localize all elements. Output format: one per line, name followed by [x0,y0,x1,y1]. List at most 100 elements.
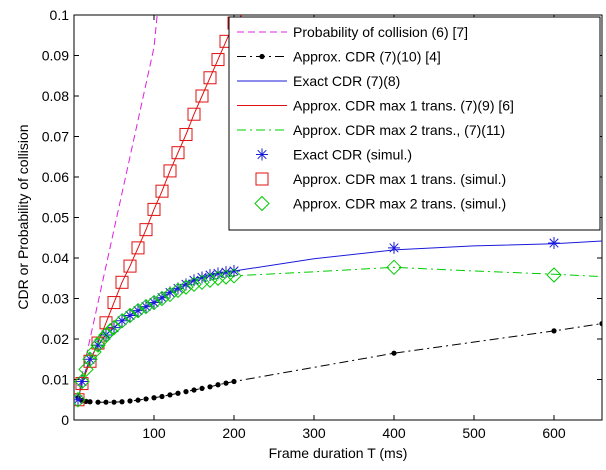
data-point [186,276,202,293]
y-tick-label: 0 [61,412,69,428]
data-point [74,373,90,390]
data-point [103,399,109,405]
data-point [223,380,229,386]
data-point [147,202,161,216]
data-point [159,393,165,400]
data-point [172,282,184,295]
data-point [187,107,201,121]
data-point [138,298,154,315]
legend-label: Approx. CDR max 2 trans. (simul.) [293,196,506,212]
legend-label: Approx. CDR max 1 trans. (7)(9) [6] [293,98,514,114]
data-point [191,387,197,393]
x-tick-label: 100 [142,425,166,441]
data-point [175,390,181,396]
legend-label: Exact CDR (7)(8) [293,73,400,89]
data-point [170,282,186,299]
legend-label: Approx. CDR (7)(10) [4] [293,49,441,65]
data-point [146,294,162,311]
data-point [180,278,192,291]
data-point [148,296,160,309]
data-point [210,270,226,286]
data-point [95,399,101,405]
legend-label: Exact CDR (simul.) [293,147,412,163]
series-7 [74,259,562,408]
data-point [218,269,234,285]
y-tick-label: 0.03 [42,291,69,307]
data-point [122,307,138,324]
data-point [92,339,104,352]
data-point [84,353,96,366]
series-line [77,15,158,400]
data-point [211,53,225,67]
legend-marker [256,148,268,161]
data-point [164,286,176,299]
data-point [100,328,112,341]
data-point [551,328,557,334]
data-point [106,319,122,336]
data-point [82,351,98,367]
y-tick-label: 0.06 [42,169,69,185]
x-tick-label: 300 [302,425,326,441]
data-point [90,337,106,353]
y-tick-label: 0.01 [42,372,69,388]
data-point [116,314,128,327]
data-point [178,279,194,295]
data-point [135,397,141,403]
y-tick-label: 0.05 [42,210,69,226]
data-point [548,237,560,250]
data-point [195,89,209,103]
data-point [215,382,221,388]
x-axis-title: Frame duration T (ms) [269,445,408,461]
data-point [132,304,144,317]
data-point [74,393,85,407]
data-point [75,377,89,391]
data-point [204,269,216,282]
data-point [388,241,400,254]
data-point [131,241,145,255]
data-point [139,223,153,237]
data-point [391,350,397,356]
data-point [156,291,168,304]
data-point [386,259,402,276]
x-tick-label: 400 [382,425,406,441]
data-point [78,361,94,378]
data-point [114,313,130,329]
x-tick-label: 200 [222,425,246,441]
y-tick-label: 0.09 [42,48,69,64]
legend-marker [259,53,265,60]
data-point [220,266,232,279]
legend-marker [254,195,270,212]
data-point [143,396,149,402]
data-point [74,393,84,406]
data-point [199,385,205,392]
data-point [196,271,208,284]
data-point [546,267,562,283]
y-axis-title: CDR or Probability of collision [15,124,31,309]
data-point [179,127,193,141]
data-point [194,274,210,291]
data-point [202,272,218,288]
y-tick-label: 0.07 [42,129,69,145]
data-point [98,327,114,343]
series-0 [77,15,158,400]
data-point [163,164,177,178]
data-point [140,300,152,313]
y-tick-label: 0.04 [42,250,69,266]
legend-box [228,16,601,231]
axis-ticks: 100 200 300 400 500 600 0 0.01 0.02 0.03 0.04 0.05 0… [42,7,602,441]
legend: Probability of collision (6) [7] Approx. … [228,16,601,231]
data-point [123,259,137,273]
data-point [130,302,146,319]
data-point [94,332,110,348]
data-point [111,399,117,405]
data-point [127,398,133,404]
data-point [74,392,86,408]
data-point [124,309,136,322]
x-tick-label: 500 [462,425,486,441]
data-point [188,274,200,287]
data-point [151,395,157,401]
data-point [154,290,170,307]
data-point [203,71,217,85]
data-point [599,321,602,327]
